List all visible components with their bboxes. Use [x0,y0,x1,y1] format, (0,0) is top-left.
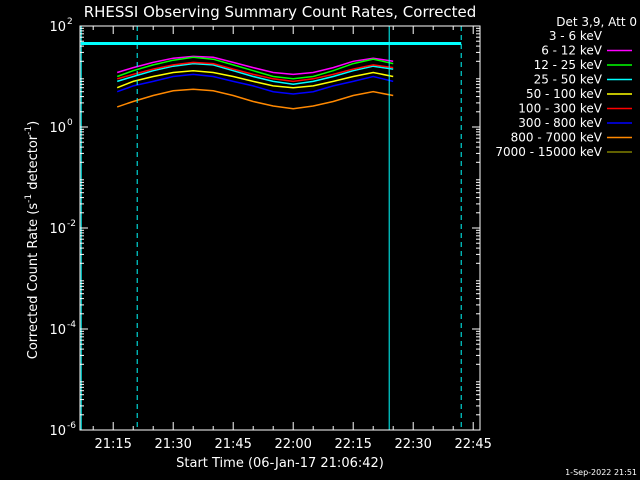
y-axis-label-sup2: -1 [24,126,34,135]
series-line-4 [116,69,394,89]
legend-label: 6 - 12 keV [541,44,603,58]
y-axis-label-main: Corrected Count Rate (s [26,203,41,360]
y-tick-label: 10 [49,121,66,136]
y-tick-label: 10 [49,20,66,35]
y-tick-exponent: -6 [67,421,76,431]
series-line-3 [116,62,394,86]
series-line-7 [116,88,394,110]
y-axis-label-mid: detector [26,134,41,194]
footer-date: 1-Sep-2022 21:51 [565,468,637,477]
x-tick-label: 21:30 [154,437,191,452]
series-line-2 [116,56,394,80]
legend-label: 800 - 7000 keV [511,131,603,145]
y-tick-exponent: -4 [67,320,76,330]
legend-label: 50 - 100 keV [526,87,603,101]
series-line-1 [116,55,394,76]
legend-label: 12 - 25 keV [534,58,603,72]
y-axis-label-end: ) [26,121,41,126]
legend-label: 300 - 800 keV [518,116,602,130]
y-tick-exponent: -2 [67,219,76,229]
y-tick-exponent: 2 [67,17,73,27]
x-tick-label: 22:00 [274,437,311,452]
x-axis: 21:15 21:30 21:45 22:00 22:15 22:30 22:45 [92,26,492,452]
x-tick-label: 21:45 [214,437,251,452]
y-axis-label: Corrected Count Rate (s-1 detector-1) [24,121,41,359]
legend-label: 25 - 50 keV [534,73,603,87]
series-line-5 [117,61,394,83]
legend-label: 3 - 6 keV [549,29,603,43]
y-tick-label: 10 [49,222,66,237]
y-axis-label-sup1: -1 [24,194,34,203]
legend-header: Det 3,9, Att 0 [556,15,637,29]
y-tick-label: 10 [49,323,66,338]
legend-label: 100 - 300 keV [518,102,602,116]
chart-title: RHESSI Observing Summary Count Rates, Co… [84,3,477,21]
y-tick-exponent: 0 [67,118,73,128]
legend-label: 7000 - 15000 keV [495,145,602,159]
series-line-6 [116,73,394,95]
y-tick-label: 10 [49,424,66,439]
x-tick-label: 22:45 [454,437,491,452]
x-axis-label: Start Time (06-Jan-17 21:06:42) [176,456,384,471]
x-tick-label: 21:15 [94,437,131,452]
x-tick-label: 22:30 [394,437,431,452]
plot-area [80,26,462,430]
x-tick-label: 22:15 [334,437,371,452]
